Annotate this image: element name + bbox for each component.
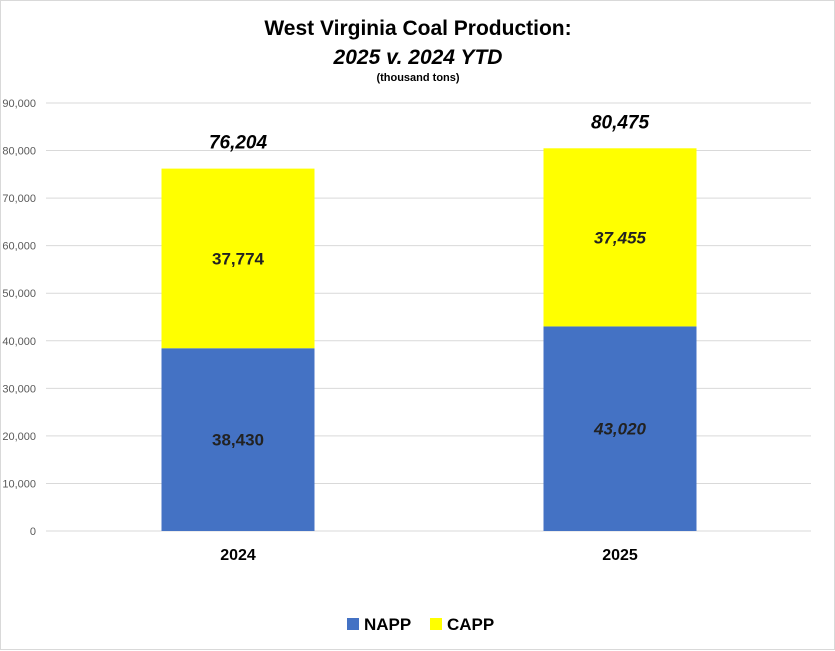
y-tick-label: 90,000 [2, 98, 36, 110]
x-category-label: 2025 [602, 547, 638, 564]
chart-title-line2: 2025 v. 2024 YTD [333, 46, 503, 69]
chart-title: West Virginia Coal Production: [264, 17, 571, 40]
data-label-capp: 37,774 [212, 249, 265, 268]
y-tick-label: 10,000 [2, 478, 36, 490]
legend-swatch-napp [347, 618, 359, 630]
legend-swatch-capp [430, 618, 442, 630]
data-label-napp: 38,430 [212, 431, 264, 450]
bars [161, 148, 697, 531]
y-tick-label: 20,000 [2, 431, 36, 443]
bar-segment-capp [543, 148, 697, 327]
y-tick-label: 50,000 [2, 288, 36, 300]
x-axis-labels: 2024 2025 [220, 547, 638, 564]
legend-label-capp: CAPP [447, 615, 494, 634]
y-tick-label: 70,000 [2, 193, 36, 205]
chart-subtitle: (thousand tons) [376, 72, 459, 84]
y-axis-ticks: 0 10,000 20,000 30,000 40,000 50,000 60,000 70,… [2, 98, 36, 538]
y-tick-label: 30,000 [2, 383, 36, 395]
y-tick-label: 0 [30, 526, 36, 538]
y-tick-label: 80,000 [2, 146, 36, 158]
data-label-capp: 37,455 [594, 228, 647, 247]
legend: NAPP CAPP [347, 615, 494, 634]
total-label: 76,204 [209, 133, 268, 154]
legend-label-napp: NAPP [364, 615, 411, 634]
total-label: 80,475 [591, 112, 650, 133]
y-tick-label: 60,000 [2, 241, 36, 253]
bar-segment-capp [161, 168, 315, 349]
bar-segment-napp [161, 348, 315, 531]
y-tick-label: 40,000 [2, 336, 36, 348]
x-category-label: 2024 [220, 547, 256, 564]
data-labels: 38,430 37,774 76,204 43,020 37,455 80,475 [209, 112, 650, 449]
data-label-napp: 43,020 [593, 420, 647, 439]
bar-segment-napp [543, 326, 697, 531]
